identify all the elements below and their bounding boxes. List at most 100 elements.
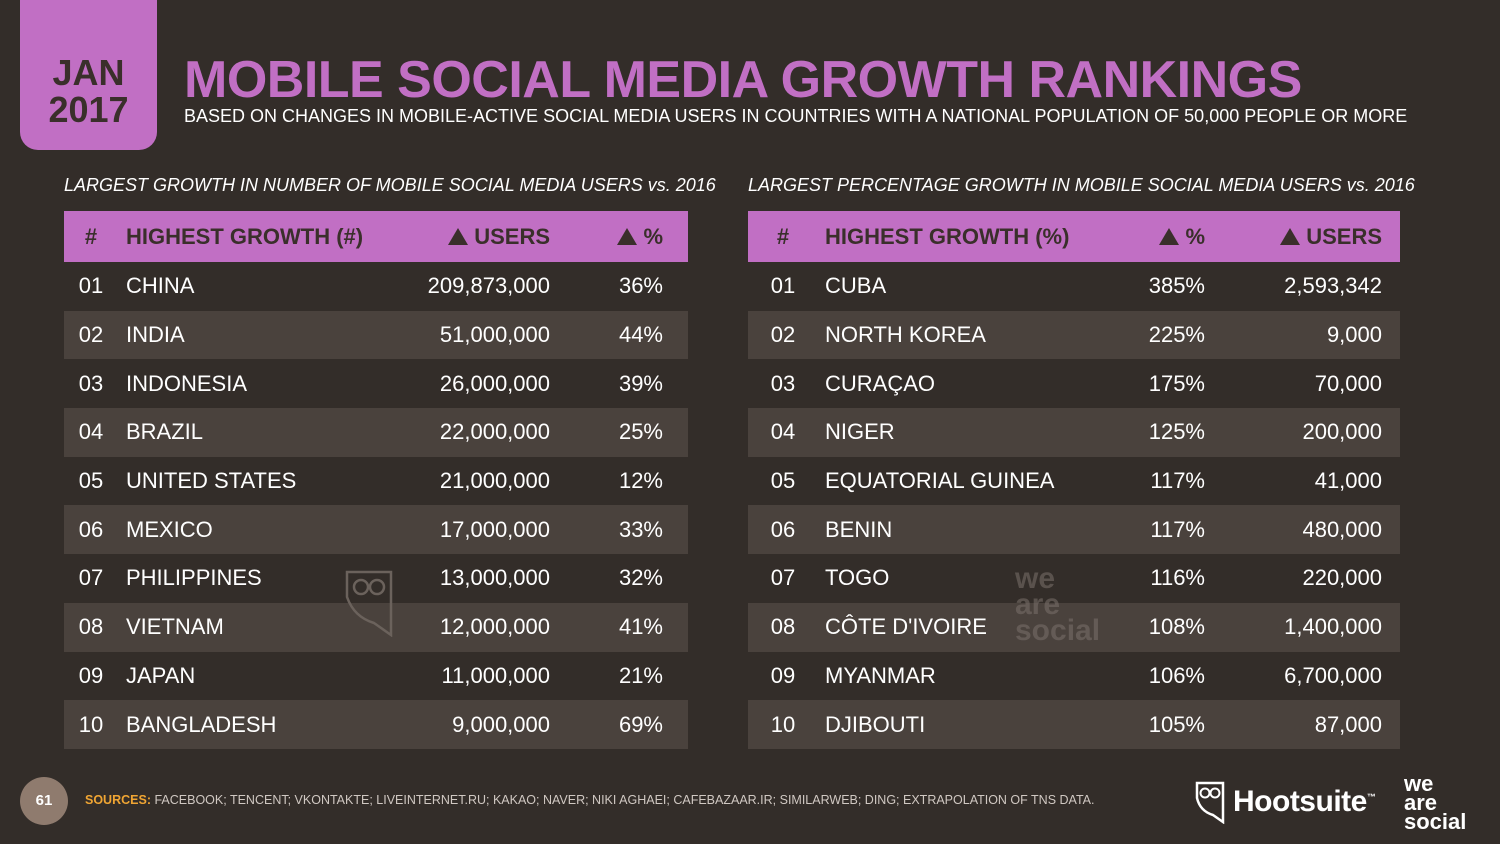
triangle-up-icon <box>617 227 638 245</box>
rank-cell: 10 <box>748 700 818 749</box>
spacer-cell <box>663 602 688 652</box>
rank-cell: 02 <box>64 310 118 360</box>
value-cell: 106% <box>1148 662 1205 688</box>
rank-cell: 06 <box>748 505 818 555</box>
table-row: 05 UNITED STATES 21,000,000 12% <box>64 457 688 506</box>
hootsuite-owl-icon <box>1195 781 1225 824</box>
country-cell: DJIBOUTI <box>818 700 1118 749</box>
table-row: 06 MEXICO 17,000,000 33% <box>64 505 688 555</box>
country-cell: CUBA <box>825 273 887 299</box>
triangle-up-icon <box>1159 227 1180 245</box>
right-table-body: 01 CUBA 385% 2,593,342 02 NORTH KOREA 225% 9,00… <box>748 262 1400 749</box>
name-header: HIGHEST GROWTH (%) <box>818 211 1118 262</box>
value-cell: 69% <box>550 700 663 749</box>
country-cell: UNITED STATES <box>126 468 297 494</box>
value-cell: 36% <box>618 273 663 299</box>
spacer-cell <box>663 310 688 360</box>
sources-note: SOURCES: FACEBOOK; TENCENT; VKONTAKTE; L… <box>85 793 1095 807</box>
value-cell: 11,000,000 <box>441 662 550 688</box>
rank-cell: 09 <box>78 662 104 688</box>
value-cell: 21% <box>618 662 663 688</box>
value-cell: 41,000 <box>1314 468 1382 494</box>
value-cell: 117% <box>1118 505 1205 555</box>
rank-cell: 03 <box>78 370 104 396</box>
value-cell: 17,000,000 <box>348 505 550 555</box>
country-cell: CÔTE D'IVOIRE <box>818 602 1118 652</box>
value-cell: 33% <box>550 505 663 555</box>
value-cell: 12% <box>618 468 663 494</box>
rank-cell: 09 <box>770 662 796 688</box>
value-cell: 108% <box>1118 602 1205 652</box>
page-title: MOBILE SOCIAL MEDIA GROWTH RANKINGS <box>184 51 1302 109</box>
table-row: 02 INDIA 51,000,000 44% <box>64 310 688 360</box>
country-cell: PHILIPPINES <box>126 565 262 591</box>
spacer-cell <box>1382 554 1400 603</box>
rank-cell: 04 <box>748 408 818 457</box>
value-cell: 21,000,000 <box>439 468 550 494</box>
rank-cell: 03 <box>770 370 796 396</box>
table-row: 04 NIGER 125% 200,000 <box>748 408 1400 457</box>
table-row: 04 BRAZIL 22,000,000 25% <box>64 408 688 457</box>
rank-cell: 06 <box>64 505 118 555</box>
rank-cell: 05 <box>770 468 796 494</box>
country-cell: MEXICO <box>118 505 348 555</box>
country-cell: NIGER <box>818 408 1118 457</box>
spacer-cell <box>663 652 688 701</box>
value-cell: 200,000 <box>1205 408 1382 457</box>
table-row: 05 EQUATORIAL GUINEA 117% 41,000 <box>748 457 1400 506</box>
country-cell: NORTH KOREA <box>818 310 1118 360</box>
table-row: 08 CÔTE D'IVOIRE 108% 1,400,000 <box>748 602 1400 652</box>
country-cell: BANGLADESH <box>118 700 348 749</box>
spacer-cell <box>663 505 688 555</box>
table-row: 03 INDONESIA 26,000,000 39% <box>64 359 688 408</box>
country-cell: JAPAN <box>126 662 196 688</box>
table-row: 07 TOGO 116% 220,000 <box>748 554 1400 603</box>
country-cell: TOGO <box>825 565 890 591</box>
triangle-up-icon <box>448 227 469 245</box>
table-row: 06 BENIN 117% 480,000 <box>748 505 1400 555</box>
rank-cell: 01 <box>78 273 104 299</box>
table-row: 01 CUBA 385% 2,593,342 <box>748 262 1400 311</box>
value-cell: 26,000,000 <box>439 370 550 396</box>
left-ranking-table: # HIGHEST GROWTH (#) USERS % 01 CHINA 209,… <box>64 211 688 749</box>
page-number: 61 <box>20 777 68 825</box>
table-row: 01 CHINA 209,873,000 36% <box>64 262 688 311</box>
date-month: JAN <box>52 52 125 93</box>
country-cell: BRAZIL <box>118 408 348 457</box>
rank-header: # <box>748 211 818 262</box>
value-cell: 13,000,000 <box>439 565 550 591</box>
spacer-cell <box>1382 457 1400 506</box>
spacer-cell <box>663 457 688 506</box>
value-cell: 51,000,000 <box>348 310 550 360</box>
value-cell: 105% <box>1118 700 1205 749</box>
rank-cell: 07 <box>770 565 796 591</box>
we-are-social-watermark: we are social <box>1015 562 1101 647</box>
value-cell: 125% <box>1118 408 1205 457</box>
spacer-cell <box>1382 359 1400 408</box>
value-cell: 220,000 <box>1302 565 1382 591</box>
value-cell: 385% <box>1148 273 1205 299</box>
value-cell: 480,000 <box>1205 505 1382 555</box>
value-cell: 41% <box>550 602 663 652</box>
spacer-cell <box>1382 602 1400 652</box>
users-header: USERS <box>348 211 550 262</box>
country-cell: VIETNAM <box>118 602 348 652</box>
value-cell: 1,400,000 <box>1205 602 1382 652</box>
hootsuite-owl-watermark-icon <box>345 570 393 637</box>
spacer-cell <box>663 408 688 457</box>
rank-cell: 08 <box>64 602 118 652</box>
value-cell: 2,593,342 <box>1284 273 1382 299</box>
rank-cell: 02 <box>748 310 818 360</box>
percent-header: % <box>550 211 663 262</box>
table-row: 02 NORTH KOREA 225% 9,000 <box>748 310 1400 360</box>
left-table-body: 01 CHINA 209,873,000 36% 02 INDIA 51,000,000 44… <box>64 262 688 749</box>
hootsuite-logo: Hootsuite™ <box>1195 779 1376 825</box>
table-row: 10 BANGLADESH 9,000,000 69% <box>64 700 688 749</box>
rank-cell: 10 <box>64 700 118 749</box>
spacer-cell <box>1382 505 1400 555</box>
name-header: HIGHEST GROWTH (#) <box>118 211 363 262</box>
table-row: 09 MYANMAR 106% 6,700,000 <box>748 652 1400 701</box>
value-cell: 32% <box>618 565 663 591</box>
spacer-cell <box>1382 310 1400 360</box>
value-cell: 9,000,000 <box>348 700 550 749</box>
